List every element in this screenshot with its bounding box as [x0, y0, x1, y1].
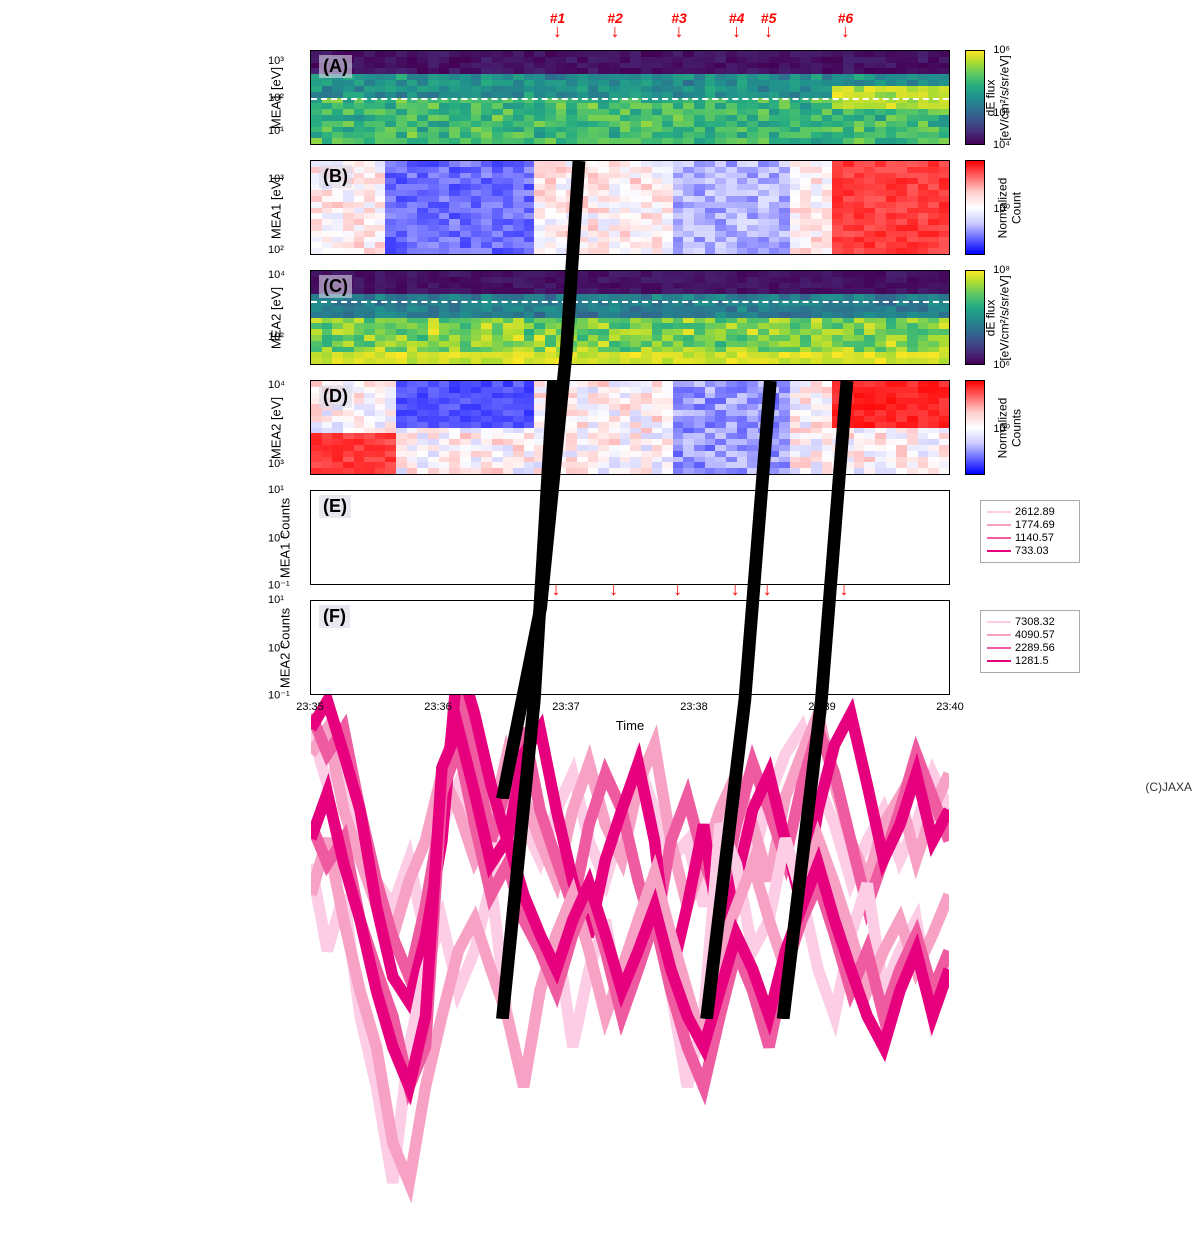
panel-a-cb-label: dE flux[eV/cm²/s/sr/eV] — [983, 55, 1011, 140]
event-marker-lower: ↓ — [840, 582, 849, 596]
figure: #1↓#2↓#3↓#4↓#5↓#6↓ (A) MEA1 [eV] 10¹10²1… — [120, 10, 1080, 790]
panel-f-letter: (F) — [319, 605, 350, 628]
panel-e-letter: (E) — [319, 495, 351, 518]
copyright: (C)JAXA — [1145, 780, 1192, 794]
event-marker: #4↓ — [729, 10, 745, 38]
event-marker-lower: ↓ — [731, 582, 740, 596]
event-marker-lower: ↓ — [609, 582, 618, 596]
event-marker: #2↓ — [607, 10, 623, 38]
panel-c-cb-label: dE flux[eV/cm²/s/sr/eV] — [983, 275, 1011, 360]
panel-b: (B) — [310, 160, 950, 255]
panel-d: (D) — [310, 380, 950, 475]
event-marker: #5↓ — [761, 10, 777, 38]
event-marker: #3↓ — [671, 10, 687, 38]
panel-a: (A) — [310, 50, 950, 145]
panel-e-legend: 2612.891774.691140.57733.03 — [980, 500, 1080, 563]
panel-f-legend: 7308.324090.572289.561281.5 — [980, 610, 1080, 673]
panel-c-letter: (C) — [319, 275, 352, 298]
event-marker-lower: ↓ — [673, 582, 682, 596]
panel-d-letter: (D) — [319, 385, 352, 408]
event-marker-lower: ↓ — [552, 582, 561, 596]
event-marker-lower: ↓ — [763, 582, 772, 596]
panel-a-letter: (A) — [319, 55, 352, 78]
panel-d-ylabel: MEA2 [eV] — [269, 396, 284, 458]
panel-b-letter: (B) — [319, 165, 352, 188]
panel-b-ylabel: MEA1 [eV] — [269, 176, 284, 238]
event-marker: #1↓ — [550, 10, 566, 38]
event-marker: #6↓ — [838, 10, 854, 38]
